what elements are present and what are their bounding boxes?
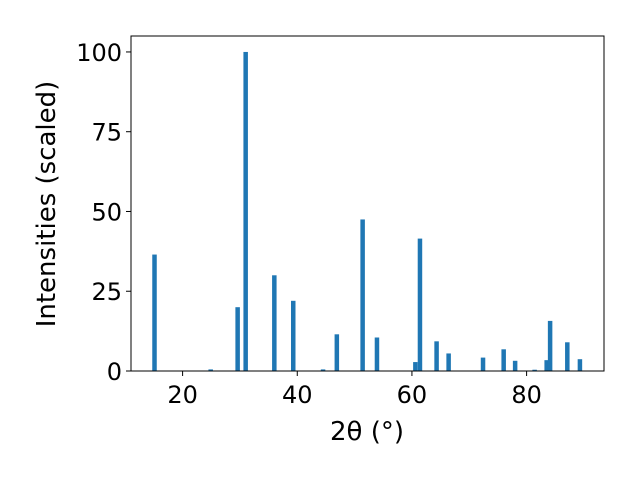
- bar: [320, 369, 326, 371]
- bar: [532, 369, 537, 371]
- bar: [446, 353, 451, 371]
- y-axis-label: Intensities (scaled): [32, 81, 62, 328]
- bar: [544, 360, 549, 371]
- plot-frame: [130, 35, 605, 372]
- x-axis-label: 2θ (°): [330, 417, 404, 447]
- bar: [577, 359, 583, 371]
- x-tick-label: 60: [397, 381, 428, 409]
- bar: [417, 238, 423, 371]
- bar: [547, 320, 553, 371]
- x-axis: 20 40 60 80: [167, 371, 542, 409]
- y-tick-label: 0: [107, 358, 122, 386]
- y-tick-label: 100: [76, 39, 122, 67]
- y-tick-label: 25: [91, 278, 122, 306]
- x-tick-label: 80: [511, 381, 542, 409]
- bar: [208, 369, 213, 371]
- y-axis: 0 25 50 75 100: [76, 39, 131, 386]
- bar: [291, 300, 296, 371]
- bar: [334, 334, 340, 371]
- bar: [565, 342, 570, 371]
- bar: [434, 341, 439, 371]
- bar: [501, 349, 506, 371]
- bar: [413, 362, 418, 371]
- bar: [235, 307, 240, 371]
- bar: [152, 254, 157, 371]
- bar: [374, 337, 380, 371]
- bar: [360, 219, 365, 371]
- bar-series: [152, 51, 583, 371]
- bar: [243, 51, 248, 371]
- x-tick-label: 20: [167, 381, 198, 409]
- bar: [272, 275, 277, 371]
- x-tick-label: 40: [282, 381, 313, 409]
- y-tick-label: 50: [91, 198, 122, 226]
- bar: [480, 357, 486, 371]
- bar: [512, 360, 518, 371]
- y-tick-label: 75: [91, 119, 122, 147]
